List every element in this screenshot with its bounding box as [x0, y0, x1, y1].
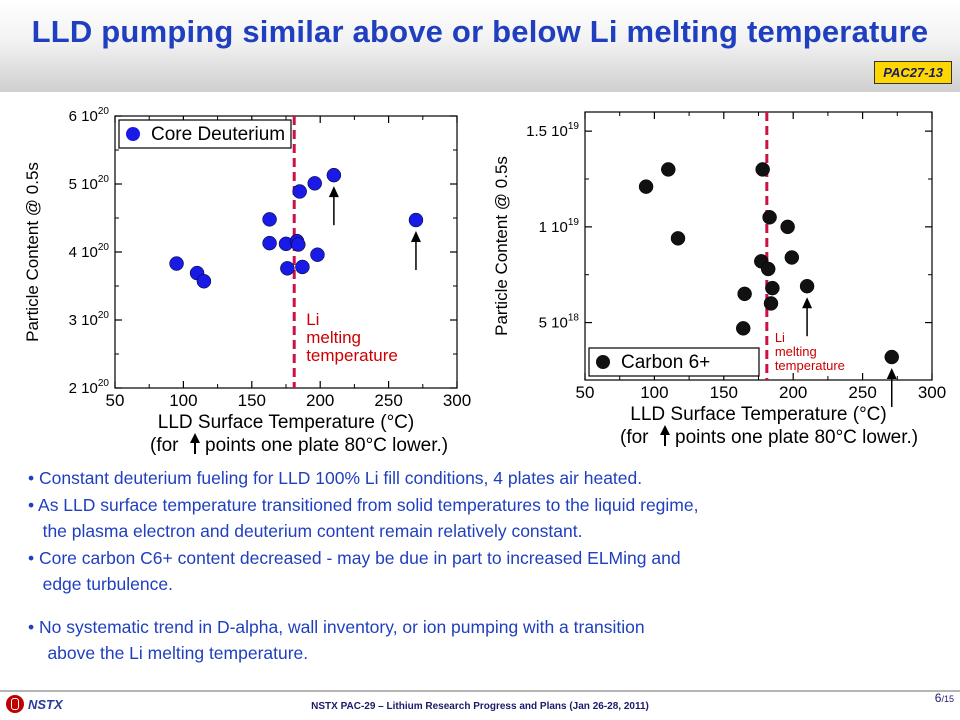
footer-divider: [0, 690, 960, 692]
legend-marker: [126, 127, 140, 141]
x-tick-label: 150: [238, 391, 266, 410]
bullet-2: • As LLD surface temperature transitione…: [28, 494, 699, 515]
bullet-list: • Constant deuterium fueling for LLD 100…: [28, 465, 928, 667]
note-prefix: (for: [620, 427, 649, 448]
melting-label-line: temperature: [775, 358, 845, 373]
data-point: [780, 219, 795, 235]
nstx-logo-text: NSTX: [28, 696, 63, 712]
page-number: 6: [934, 691, 942, 705]
data-point: [735, 321, 751, 336]
data-point: [169, 256, 184, 271]
x-tick-label: 250: [848, 383, 876, 402]
melting-label-line: melting: [775, 344, 817, 359]
note-suffix: points one plate 80°C lower.): [205, 435, 448, 456]
nstx-logo: NSTX: [6, 695, 63, 713]
y-tick-label: 1 1019: [539, 217, 580, 236]
x-axis-label: LLD Surface Temperature (°C): [630, 404, 886, 425]
data-point: [784, 250, 800, 265]
legend-label: Core Deuterium: [151, 124, 285, 145]
data-point: [760, 261, 776, 277]
nstx-logo-icon: [6, 695, 24, 713]
data-point: [765, 280, 780, 296]
bullet-3: • Core carbon C6+ content decreased - ma…: [28, 547, 681, 568]
data-point: [408, 212, 424, 228]
data-point: [307, 176, 322, 191]
y-tick-label: 6 1020: [69, 106, 110, 125]
page-total: /15: [941, 694, 954, 704]
title-bar: [0, 0, 960, 92]
x-tick-label: 50: [106, 391, 125, 410]
bullet-4-cont: above the Li melting temperature.: [28, 643, 309, 663]
y-tick-label: 5 1020: [69, 174, 110, 193]
arrow-head: [886, 368, 897, 380]
data-point: [763, 296, 779, 311]
legend-marker: [596, 355, 610, 369]
melting-label-line: temperature: [306, 346, 398, 365]
note-prefix: (for: [150, 435, 179, 456]
data-point: [310, 247, 325, 262]
x-tick-label: 50: [576, 383, 595, 402]
data-point: [196, 273, 212, 289]
melting-label-line: Li: [306, 310, 319, 329]
x-tick-label: 150: [710, 383, 738, 402]
slide-title: LLD pumping similar above or below Li me…: [31, 14, 929, 49]
data-point: [295, 259, 310, 275]
x-tick-label: 250: [374, 391, 402, 410]
data-point: [670, 231, 686, 246]
x-tick-label: 200: [306, 391, 334, 410]
legend-label: Carbon 6+: [621, 352, 710, 373]
data-point: [262, 235, 277, 251]
bullet-4: • No systematic trend in D-alpha, wall i…: [28, 616, 645, 637]
y-tick-label: 5 1018: [539, 313, 580, 332]
pac-tag: PAC27-13: [874, 61, 952, 84]
note-suffix: points one plate 80°C lower.): [675, 427, 918, 448]
legend-box: [118, 119, 292, 149]
data-point: [292, 184, 307, 199]
bullet-1: • Constant deuterium fueling for LLD 100…: [28, 468, 643, 488]
y-axis-label: Particle Content @ 0.5s: [492, 156, 511, 336]
data-point: [755, 162, 770, 177]
note-arrow-head: [190, 433, 200, 443]
arrow-head: [802, 297, 813, 309]
plot-frame: [114, 115, 458, 389]
x-tick-label: 100: [640, 383, 668, 402]
data-point: [762, 210, 777, 225]
slide-number: 6/15: [935, 691, 954, 705]
data-point: [737, 286, 752, 302]
arrow-head: [328, 186, 339, 198]
y-tick-label: 2 1020: [69, 378, 110, 397]
legend-box: [588, 347, 760, 377]
x-tick-label: 100: [169, 391, 197, 410]
melting-label-line: Li: [775, 330, 785, 345]
x-tick-label: 300: [918, 383, 946, 402]
x-tick-label: 300: [443, 391, 471, 410]
arrow-head: [410, 231, 421, 243]
data-point: [326, 167, 342, 183]
melting-label-line: melting: [306, 328, 361, 347]
plot-frame: [584, 111, 933, 381]
data-point: [638, 179, 654, 194]
x-tick-label: 200: [779, 383, 807, 402]
data-point: [291, 237, 306, 252]
data-point: [661, 162, 676, 177]
data-point: [262, 212, 277, 227]
bullet-2-cont: the plasma electron and deuterium conten…: [28, 521, 583, 541]
data-point: [884, 349, 899, 365]
footer-text: NSTX PAC-29 – Lithium Research Progress …: [311, 701, 649, 712]
data-point: [799, 278, 815, 294]
carbon-chart: 50 100 150 200 250 300 5 1018 1 1019 1.5 1019 Par…: [492, 111, 946, 448]
y-tick-label: 1.5 1019: [526, 121, 579, 140]
data-point: [280, 261, 295, 276]
deuterium-chart: 50 100 150 200 250 300 2 1020 3 1020 4 1020 5 102…: [23, 106, 471, 456]
note-arrow-head: [660, 425, 670, 435]
y-tick-label: 4 1020: [69, 242, 110, 261]
y-tick-label: 3 1020: [69, 310, 110, 329]
bullet-3-cont: edge turbulence.: [28, 574, 173, 594]
x-axis-label: LLD Surface Temperature (°C): [158, 412, 414, 433]
y-axis-label: Particle Content @ 0.5s: [23, 162, 42, 342]
